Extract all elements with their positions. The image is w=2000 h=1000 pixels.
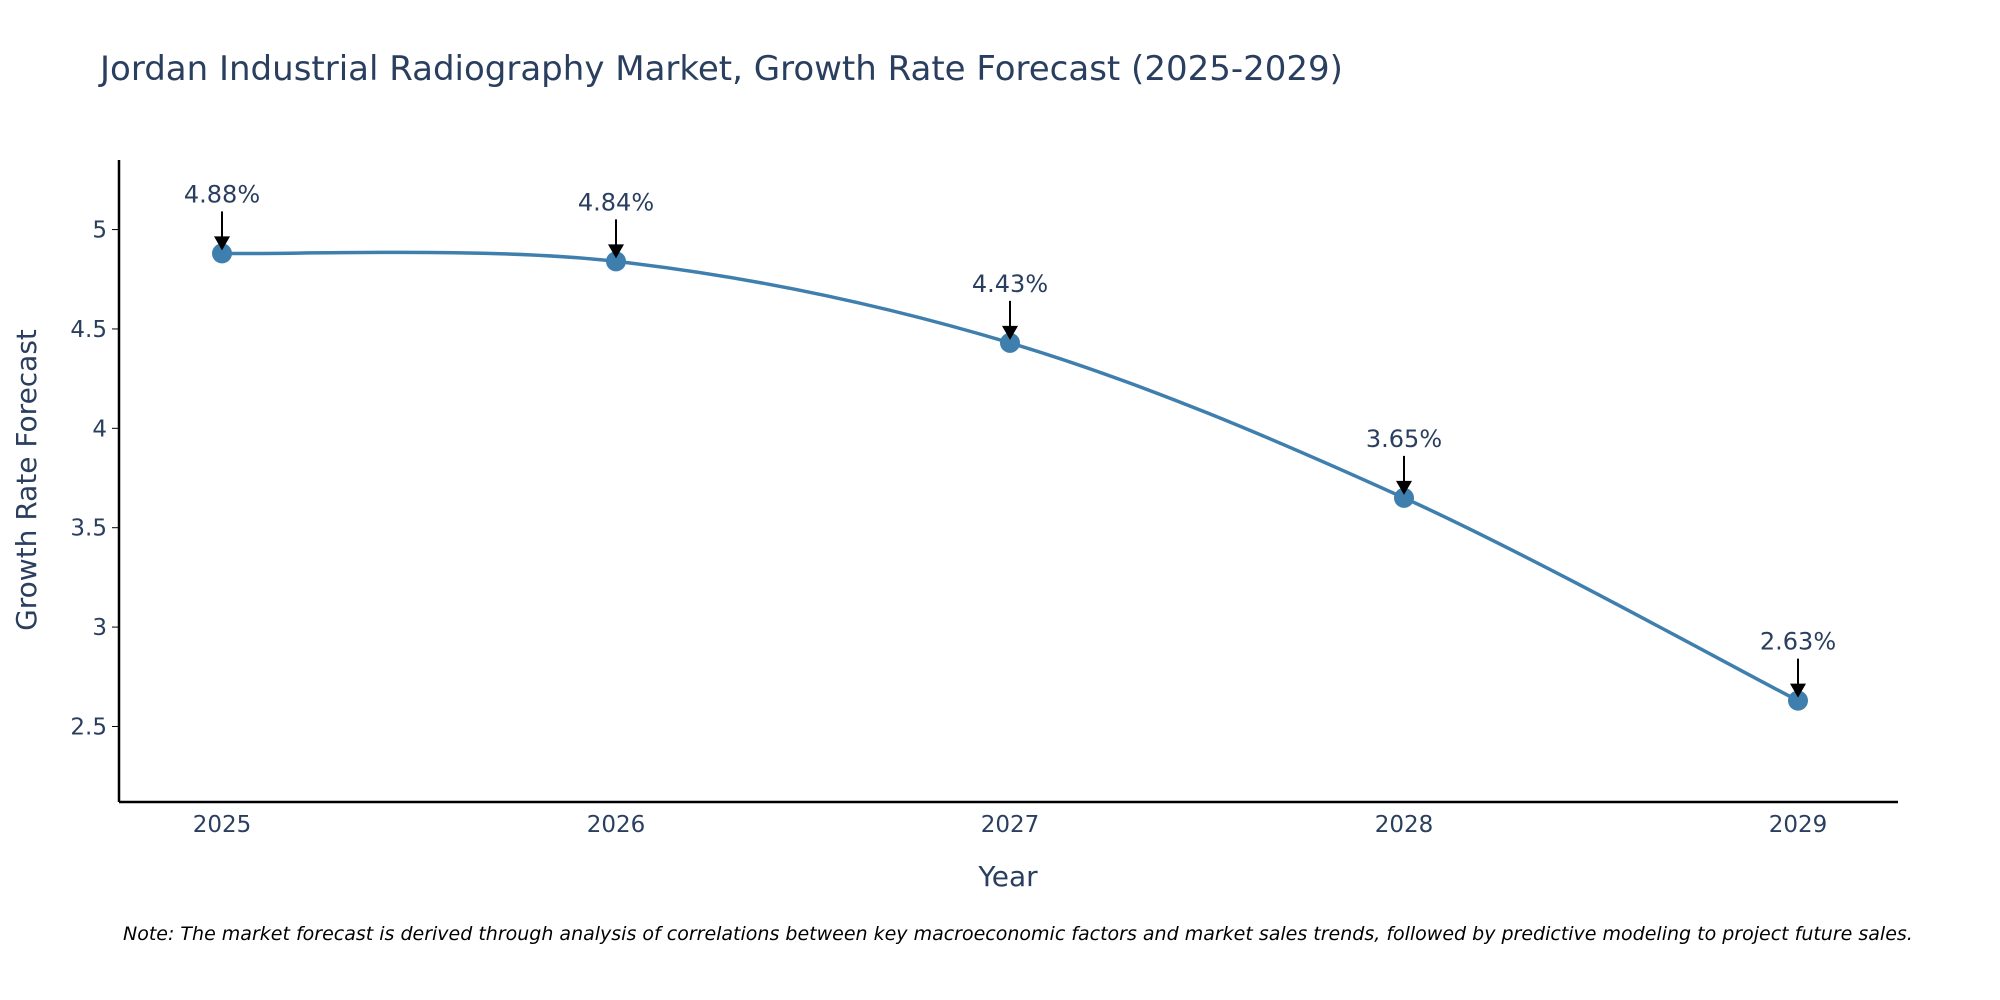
x-tick-label: 2025 <box>193 812 252 838</box>
y-tick-label: 2.5 <box>70 714 107 740</box>
y-tick-label: 5 <box>92 218 107 244</box>
footnote: Note: The market forecast is derived thr… <box>123 923 1913 945</box>
data-point-2028 <box>1394 487 1414 508</box>
annotation-arrow-head <box>1002 325 1018 340</box>
data-label-2029: 2.63% <box>1760 628 1836 656</box>
y-axis-ticks: 2.5 3 3.5 4 4.5 5 <box>70 218 119 740</box>
y-axis-title: Growth Rate Forecast <box>10 329 43 631</box>
annotation-arrow-head <box>608 244 624 259</box>
y-tick-label: 4.5 <box>70 317 107 343</box>
annotation-arrow-head <box>1396 480 1412 495</box>
data-label-2026: 4.84% <box>578 188 654 216</box>
y-tick-label: 4 <box>92 416 107 442</box>
data-label-2028: 3.65% <box>1366 425 1442 453</box>
chart-title: Jordan Industrial Radiography Market, Gr… <box>98 49 1343 89</box>
data-annotations: 4.88% 4.84% 4.43% 3.65% 2.63% <box>184 180 1836 698</box>
x-tick-label: 2027 <box>981 812 1040 838</box>
data-point-2027 <box>1000 332 1020 353</box>
x-tick-label: 2029 <box>1769 812 1828 838</box>
annotation-arrow-head <box>214 236 230 251</box>
x-tick-label: 2026 <box>587 812 646 838</box>
data-label-2027: 4.43% <box>972 270 1048 298</box>
annotation-arrow-head <box>1790 683 1806 698</box>
x-axis-title: Year <box>977 860 1038 893</box>
x-axis-ticks: 2025 2026 2027 2028 2029 <box>193 812 1828 838</box>
y-tick-label: 3.5 <box>70 516 107 542</box>
series-markers <box>212 243 1808 711</box>
data-point-2026 <box>606 251 626 272</box>
data-label-2025: 4.88% <box>184 180 260 208</box>
y-tick-label: 3 <box>92 615 107 641</box>
data-point-2029 <box>1788 690 1808 711</box>
x-tick-label: 2028 <box>1375 812 1434 838</box>
plot-area: 2.533.544.55 2025 2026 2027 2028 2029 4.88% 4… <box>70 160 1898 838</box>
data-point-2025 <box>212 243 232 264</box>
